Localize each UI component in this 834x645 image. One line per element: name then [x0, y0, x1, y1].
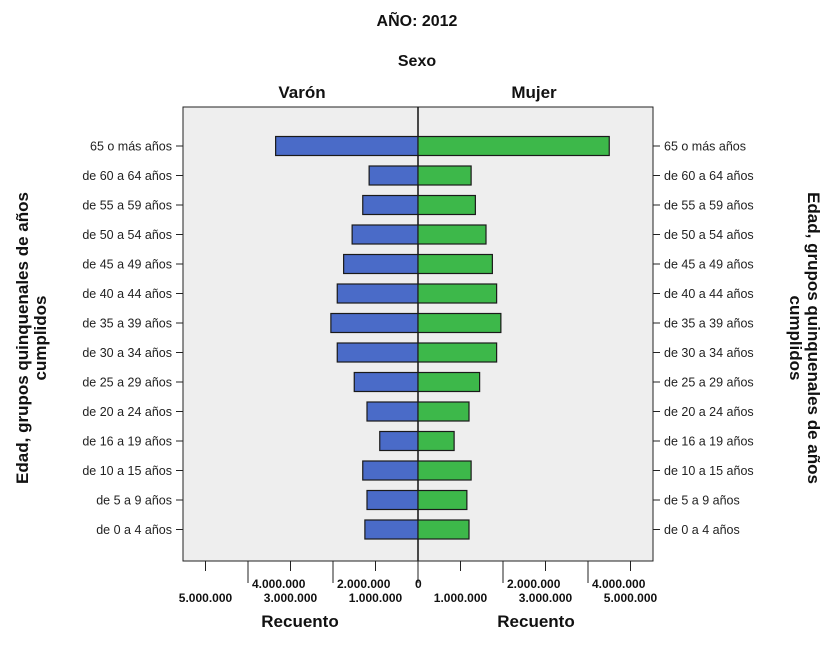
bar-female-6 — [417, 312, 502, 334]
bar-female-8 — [417, 371, 481, 393]
bars-group — [275, 135, 610, 540]
x-tick-label-lower-1: 3.000.000 — [264, 591, 318, 605]
y-tick-label-right-11: de 10 a 15 años — [664, 464, 754, 478]
bar-male-12 — [366, 489, 419, 511]
bar-female-2 — [417, 194, 476, 216]
bar-male-13 — [364, 519, 419, 540]
x-ticks-group: 4.000.000 2.000.000 0 2.000.000 4.000.0005.0… — [179, 560, 658, 605]
y-tick-label-left-4: de 45 a 49 años — [82, 258, 172, 272]
bar-male-7 — [336, 342, 419, 363]
bar-male-2 — [362, 194, 419, 216]
bar-female-4 — [417, 253, 493, 275]
y-tick-label-left-9: de 20 a 24 años — [82, 405, 172, 419]
male-panel-title: Varón — [278, 83, 325, 102]
y-axis-title-left: Edad, grupos quinquenales de años cumpli… — [13, 192, 50, 484]
bar-female-0 — [417, 135, 610, 157]
bar-male-5 — [336, 283, 419, 304]
bar-male-10 — [379, 430, 419, 452]
bar-female-13 — [417, 519, 470, 540]
bar-male-8 — [353, 371, 419, 393]
bar-male-0 — [275, 135, 419, 157]
y-tick-label-right-1: de 60 a 64 años — [664, 169, 754, 183]
y-tick-label-right-8: de 25 a 29 años — [664, 376, 754, 390]
y-tick-label-left-11: de 10 a 15 años — [82, 464, 172, 478]
y-tick-label-right-7: de 30 a 34 años — [664, 346, 754, 360]
y-tick-label-left-2: de 55 a 59 años — [82, 199, 172, 213]
x-axis-title-right: Recuento — [497, 612, 574, 631]
y-tick-label-right-10: de 16 a 19 años — [664, 435, 754, 449]
y-tick-label-right-9: de 20 a 24 años — [664, 405, 754, 419]
x-tick-label-upper-1: 2.000.000 — [337, 577, 391, 591]
bar-male-1 — [368, 165, 419, 186]
x-tick-label-upper-4: 4.000.000 — [592, 577, 646, 591]
y-ticks-group: 65 o más años 65 o más años de 60 a 64 año… — [82, 140, 753, 538]
y-tick-label-right-13: de 0 a 4 años — [664, 523, 740, 537]
chart-title: AÑO: 2012 — [377, 10, 458, 30]
y-tick-label-right-4: de 45 a 49 años — [664, 258, 754, 272]
y-tick-label-right-12: de 5 a 9 años — [664, 494, 740, 508]
x-tick-label-lower-3: 1.000.000 — [434, 591, 488, 605]
y-tick-label-left-13: de 0 a 4 años — [96, 523, 172, 537]
y-tick-label-right-3: de 50 a 54 años — [664, 228, 754, 242]
bar-male-6 — [330, 312, 419, 334]
y-tick-label-right-5: de 40 a 44 años — [664, 287, 754, 301]
x-axis-title-left: Recuento — [261, 612, 338, 631]
bar-male-11 — [362, 460, 419, 481]
x-tick-label-upper-0: 4.000.000 — [252, 577, 306, 591]
y-tick-label-left-1: de 60 a 64 años — [82, 169, 172, 183]
y-tick-label-left-7: de 30 a 34 años — [82, 346, 172, 360]
bar-female-5 — [417, 283, 498, 304]
bar-male-9 — [366, 401, 419, 422]
y-axis-title-left-line2: cumplidos — [31, 295, 50, 380]
x-tick-label-upper-2: 0 — [415, 577, 422, 591]
bar-female-10 — [417, 430, 455, 452]
bar-female-11 — [417, 460, 472, 481]
y-axis-title-right: Edad, grupos quinquenales de años cumpli… — [786, 192, 823, 484]
y-axis-title-left-line1: Edad, grupos quinquenales de años — [13, 192, 32, 484]
bar-female-1 — [417, 165, 472, 186]
x-tick-label-lower-0: 5.000.000 — [179, 591, 233, 605]
y-tick-label-left-3: de 50 a 54 años — [82, 228, 172, 242]
facet-title: Sexo — [398, 53, 436, 70]
y-tick-label-left-5: de 40 a 44 años — [82, 287, 172, 301]
y-axis-title-right-line2: cumplidos — [786, 295, 805, 380]
bar-female-12 — [417, 489, 468, 511]
y-tick-label-left-12: de 5 a 9 años — [96, 494, 172, 508]
x-tick-label-lower-2: 1.000.000 — [349, 591, 403, 605]
bar-female-9 — [417, 401, 470, 422]
y-tick-label-left-6: de 35 a 39 años — [82, 317, 172, 331]
bar-female-3 — [417, 224, 487, 245]
bar-female-7 — [417, 342, 498, 363]
y-tick-label-left-10: de 16 a 19 años — [82, 435, 172, 449]
y-tick-label-right-2: de 55 a 59 años — [664, 199, 754, 213]
y-tick-label-right-6: de 35 a 39 años — [664, 317, 754, 331]
y-tick-label-left-8: de 25 a 29 años — [82, 376, 172, 390]
y-tick-label-left-0: 65 o más años — [90, 140, 172, 154]
bar-male-3 — [351, 224, 419, 245]
y-axis-title-right-line1: Edad, grupos quinquenales de años — [804, 192, 823, 484]
x-tick-label-lower-4: 3.000.000 — [519, 591, 573, 605]
x-tick-label-upper-3: 2.000.000 — [507, 577, 561, 591]
female-panel-title: Mujer — [511, 83, 557, 102]
x-tick-label-lower-5: 5.000.000 — [604, 591, 658, 605]
bar-male-4 — [343, 253, 419, 275]
y-tick-label-right-0: 65 o más años — [664, 140, 746, 154]
